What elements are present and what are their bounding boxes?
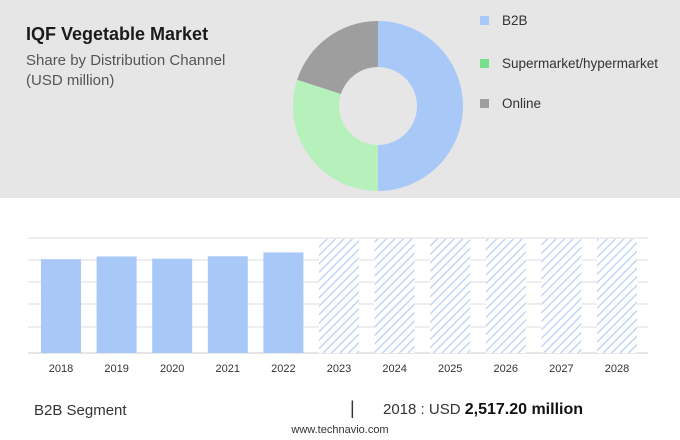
bar-2018 [41, 259, 81, 353]
x-tick-label-2021: 2021 [216, 363, 240, 375]
bar-2027 [541, 238, 582, 353]
segment-amount: 2,517.20 million [464, 401, 583, 418]
x-tick-label-2027: 2027 [549, 363, 573, 375]
x-tick-label-2024: 2024 [382, 363, 406, 375]
bar-2028 [597, 238, 637, 353]
legend-item-b2b: B2B [480, 13, 528, 28]
bar-chart: 2018 2019 2020 2021 2022 2023 2024 2025 2026 2027… [28, 237, 648, 375]
bar-2020 [152, 258, 193, 353]
legend-swatch [480, 15, 489, 25]
bar-2023 [319, 238, 359, 353]
legend-label: Online [502, 96, 542, 111]
legend-item-supermarket-hypermarket: Supermarket/hypermarket [480, 56, 658, 71]
bar-2022 [263, 252, 304, 353]
legend-swatch [480, 98, 489, 108]
subtitle-line-2: (USD million) [26, 72, 115, 89]
legend-label: B2B [502, 13, 528, 28]
subtitle-line-1: Share by Distribution Channel [26, 52, 226, 69]
x-tick-label-2022: 2022 [271, 363, 295, 375]
legend-label: Supermarket/hypermarket [502, 56, 659, 71]
x-tick-label-2020: 2020 [160, 363, 184, 375]
bar-2025 [430, 238, 471, 353]
bar-2026 [485, 238, 526, 353]
bar-2024 [374, 238, 415, 353]
footer-divider: | [350, 398, 355, 418]
legend-item-online: Online [480, 96, 541, 111]
chart-subtitle: Share by Distribution Channel (USD milli… [26, 51, 225, 91]
segment-year: 2018 : USD [383, 401, 461, 418]
x-tick-label-2023: 2023 [327, 363, 351, 375]
segment-label: B2B Segment [34, 402, 127, 419]
donut-slice-online [297, 21, 378, 94]
source-link[interactable]: www.technavio.com [291, 424, 389, 436]
x-tick-label-2025: 2025 [438, 363, 462, 375]
x-tick-label-2028: 2028 [605, 363, 629, 375]
donut-slice-b2b [378, 21, 463, 191]
chart-title: IQF Vegetable Market [26, 24, 209, 44]
legend-swatch [480, 58, 489, 68]
x-tick-label-2019: 2019 [104, 363, 128, 375]
bar-2021 [207, 256, 248, 353]
segment-value: 2018 : USD 2,517.20 million [383, 401, 583, 419]
donut-slice-supermarket-hypermarket [292, 79, 378, 191]
x-tick-label-2026: 2026 [494, 363, 518, 375]
x-tick-label-2018: 2018 [49, 363, 73, 375]
donut-chart [292, 21, 463, 191]
bar-2019 [96, 256, 137, 353]
